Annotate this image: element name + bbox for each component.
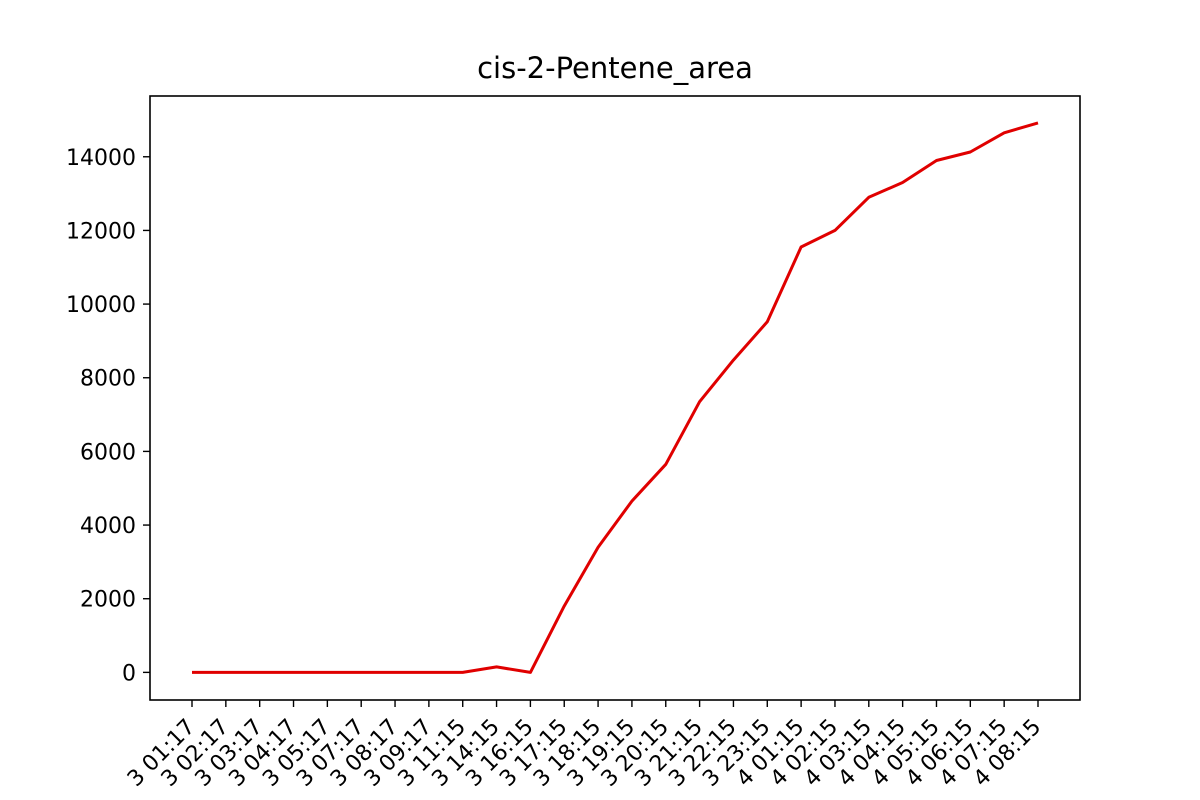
y-tick-label: 4000 (80, 514, 136, 539)
plot-frame (149, 95, 1081, 701)
y-tick-label: 12000 (66, 219, 136, 244)
chart-title: cis-2-Pentene_area (477, 51, 753, 85)
y-tick-label: 8000 (80, 367, 136, 392)
y-tick-label: 2000 (80, 588, 136, 613)
series-line (192, 121, 1039, 674)
y-tick-label: 14000 (66, 146, 136, 171)
y-tick-label: 0 (122, 661, 136, 686)
y-tick-label: 6000 (80, 440, 136, 465)
plot-series (192, 121, 1039, 674)
y-axis: 0 2000 4000 6000 8000 10000 12000 14000 (66, 146, 150, 686)
y-tick-label: 10000 (66, 293, 136, 318)
